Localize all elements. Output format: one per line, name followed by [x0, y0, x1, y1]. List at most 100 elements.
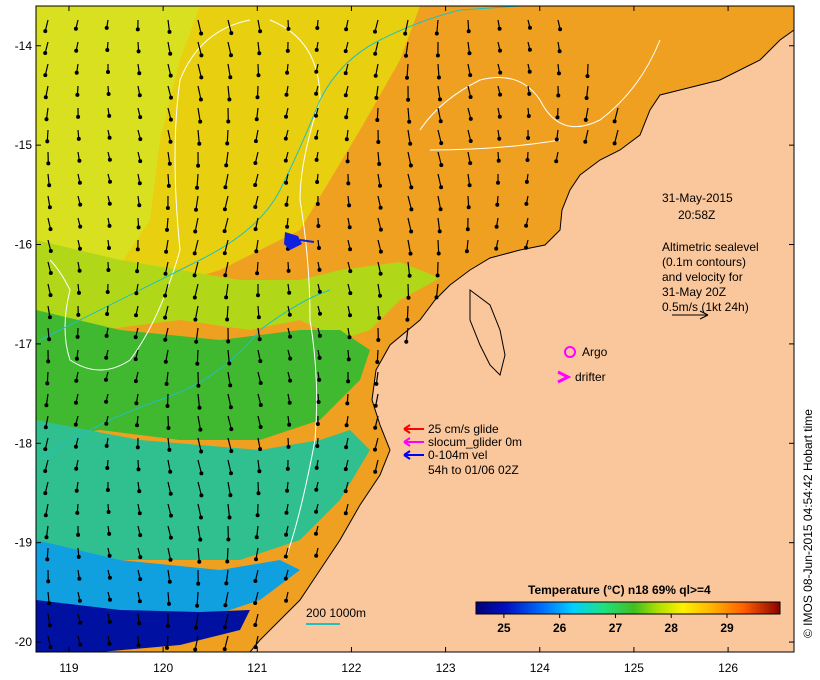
velocity-arrow-head	[404, 339, 409, 344]
velocity-arrow-head	[468, 161, 473, 166]
velocity-arrow-head	[254, 117, 259, 122]
velocity-arrow-head	[254, 249, 259, 254]
velocity-arrow-head	[168, 73, 173, 78]
velocity-arrow-head	[284, 180, 289, 185]
velocity-arrow	[194, 239, 199, 254]
velocity-arrow	[224, 239, 229, 254]
velocity-arrow-head	[434, 31, 439, 36]
velocity-arrow-head	[199, 31, 204, 36]
velocity-arrow-head	[167, 29, 172, 34]
velocity-arrow-head	[524, 179, 529, 184]
velocity-arrow-head	[194, 625, 199, 630]
velocity-arrow	[374, 415, 379, 428]
velocity-arrow-head	[105, 466, 110, 471]
velocity-arrow	[227, 85, 230, 100]
velocity-arrow-head	[47, 337, 52, 342]
velocity-arrow-head	[523, 245, 528, 250]
velocity-arrow-head	[494, 224, 499, 229]
velocity-arrow-head	[258, 29, 263, 34]
velocity-arrow-head	[107, 135, 112, 140]
velocity-arrow-head	[107, 157, 112, 162]
velocity-arrow-head	[438, 207, 443, 212]
velocity-arrow	[227, 437, 232, 452]
velocity-arrow	[194, 635, 199, 650]
velocity-arrow-head	[138, 577, 143, 582]
velocity-arrow-head	[494, 246, 499, 251]
velocity-arrow	[224, 613, 229, 628]
velocity-arrow	[436, 19, 439, 34]
colorbar-tick-label: 28	[665, 621, 679, 635]
velocity-arrow-head	[284, 598, 289, 603]
date-label: 31-May-2015	[662, 191, 733, 205]
velocity-arrow-head	[258, 403, 263, 408]
velocity-arrow-head	[197, 405, 202, 410]
velocity-arrow	[197, 129, 200, 144]
altimetry-line: (0.1m contours)	[662, 255, 746, 269]
velocity-arrow-head	[164, 381, 169, 386]
velocity-arrow-head	[316, 224, 321, 229]
velocity-arrow-head	[107, 223, 112, 228]
velocity-arrow-head	[165, 404, 170, 409]
velocity-arrow	[225, 283, 229, 298]
velocity-arrow-head	[75, 92, 80, 97]
velocity-arrow-head	[315, 444, 320, 449]
velocity-arrow-head	[317, 355, 322, 360]
velocity-arrow-head	[105, 312, 110, 317]
velocity-arrow-head	[314, 487, 319, 492]
velocity-arrow-head	[437, 75, 442, 80]
velocity-arrow-head	[373, 469, 378, 474]
velocity-arrow-head	[227, 97, 232, 102]
velocity-arrow-head	[48, 645, 53, 650]
velocity-arrow-head	[464, 249, 469, 254]
argo-icon	[564, 346, 576, 358]
velocity-arrow-head	[48, 227, 53, 232]
velocity-arrow	[375, 371, 379, 384]
velocity-arrow	[614, 129, 619, 144]
velocity-arrow-head	[258, 359, 263, 364]
velocity-arrow-head	[163, 337, 168, 342]
velocity-arrow	[407, 283, 410, 298]
velocity-arrow	[407, 173, 412, 188]
velocity-arrow-head	[314, 553, 319, 558]
velocity-arrow-head	[407, 119, 412, 124]
velocity-arrow-head	[195, 361, 200, 366]
velocity-arrow-head	[48, 293, 53, 298]
velocity-arrow-head	[285, 224, 290, 229]
velocity-arrow-head	[439, 163, 444, 168]
velocity-arrow-head	[196, 383, 201, 388]
velocity-arrow-head	[107, 179, 112, 184]
velocity-arrow-head	[136, 49, 141, 54]
velocity-arrow-head	[557, 49, 562, 54]
velocity-arrow-head	[314, 465, 319, 470]
velocity-arrow-head	[229, 471, 234, 476]
velocity-arrow-head	[378, 183, 383, 188]
velocity-arrow-head	[497, 26, 502, 31]
vel-time-label: 54h to 01/06 02Z	[428, 463, 519, 477]
velocity-arrow-head	[136, 225, 141, 230]
velocity-arrow	[407, 239, 412, 254]
velocity-arrow-head	[286, 26, 291, 31]
velocity-arrow-head	[47, 623, 52, 628]
velocity-arrow-head	[46, 359, 51, 364]
velocity-arrow-head	[347, 335, 352, 340]
velocity-arrow-head	[317, 377, 322, 382]
velocity-arrow	[194, 217, 199, 232]
velocity-arrow-head	[75, 334, 80, 339]
velocity-arrow-head	[165, 645, 170, 650]
velocity-arrow-head	[348, 247, 353, 252]
velocity-arrow-head	[314, 157, 319, 162]
velocity-arrow	[406, 63, 409, 78]
velocity-arrow-head	[199, 493, 204, 498]
velocity-arrow-head	[107, 641, 112, 646]
velocity-arrow-head	[253, 139, 258, 144]
velocity-arrow	[407, 195, 412, 210]
velocity-arrow-head	[258, 381, 263, 386]
velocity-arrow	[197, 459, 202, 474]
velocity-arrow	[197, 19, 202, 34]
velocity-arrow-head	[198, 427, 203, 432]
velocity-arrow-head	[137, 71, 142, 76]
velocity-arrow-head	[377, 316, 382, 321]
land-mass	[248, 6, 795, 653]
velocity-arrow-head	[374, 95, 379, 100]
velocity-arrow	[225, 151, 229, 166]
